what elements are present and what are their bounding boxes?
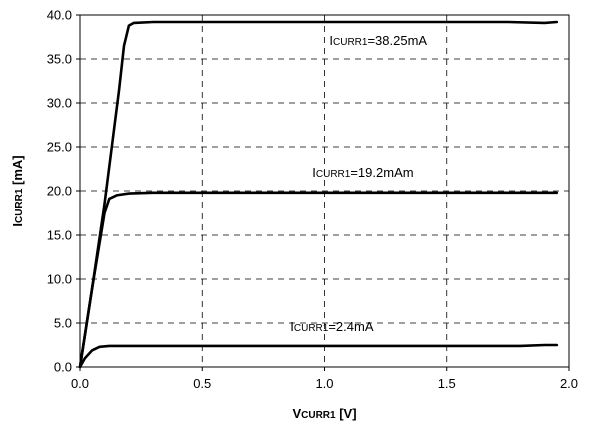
gridlines	[80, 15, 569, 367]
y-tick-label: 0.0	[54, 360, 72, 375]
series-group	[78, 20, 559, 369]
series-line-3	[78, 343, 559, 369]
series-line-2	[78, 191, 559, 369]
series-annotation-2: ICURR1=19.2mAm	[312, 165, 413, 180]
y-axis-title: ICURR1 [mA]	[10, 155, 25, 226]
y-tick-label: 20.0	[47, 184, 72, 199]
y-tick-label: 30.0	[47, 96, 72, 111]
y-tick-label: 40.0	[47, 8, 72, 23]
axis-ticks: 0.0 5.0 10.0 15.0 20.0 25.0 30.0 35.0 40.0 0.0 0.5…	[47, 8, 578, 392]
annotations: ICURR1=38.25mA ICURR1=19.2mAm ICURR1=2.4mA	[290, 33, 427, 334]
x-tick-label: 0.5	[193, 376, 211, 391]
y-tick-label: 25.0	[47, 140, 72, 155]
x-tick-label: 0.0	[71, 376, 89, 391]
series-line-1	[78, 20, 559, 369]
x-axis-title: VCURR1 [V]	[292, 406, 356, 421]
y-tick-label: 5.0	[54, 316, 72, 331]
x-tick-label: 1.0	[315, 376, 333, 391]
series-annotation-1: ICURR1=38.25mA	[329, 33, 427, 48]
x-tick-label: 2.0	[560, 376, 578, 391]
x-tick-label: 1.5	[438, 376, 456, 391]
series-annotation-3: ICURR1=2.4mA	[290, 319, 374, 334]
y-tick-label: 35.0	[47, 52, 72, 67]
y-tick-label: 10.0	[47, 272, 72, 287]
y-tick-label: 15.0	[47, 228, 72, 243]
